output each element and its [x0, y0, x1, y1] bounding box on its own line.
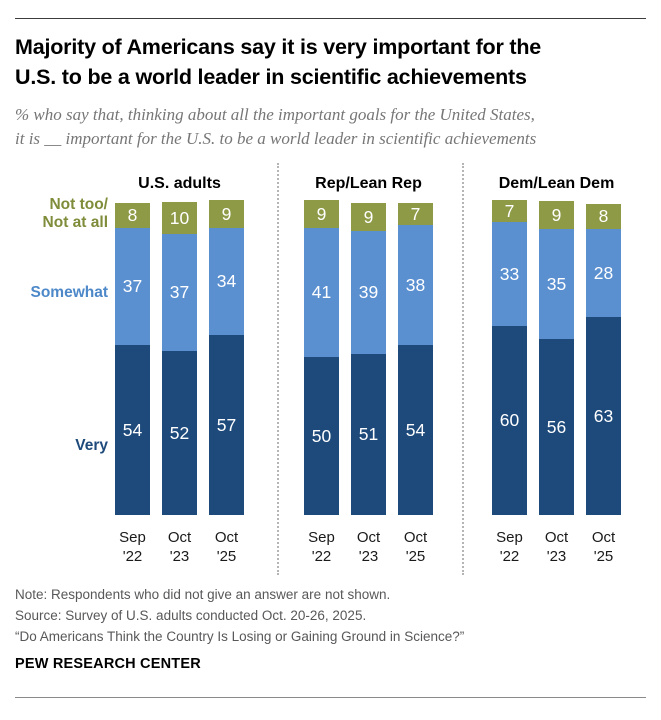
bar-segment: 54 — [115, 345, 150, 515]
bar-segment: 9 — [209, 200, 244, 228]
stacked-bar: 9 35 56 — [539, 201, 574, 515]
x-axis-label-line: '22 — [499, 548, 520, 565]
x-axis-label-line: Sep — [308, 529, 335, 546]
footnotes: Note: Respondents who did not give an an… — [15, 584, 464, 647]
bar-segment: 41 — [304, 228, 339, 357]
stacked-bar: 10 37 52 — [162, 202, 197, 515]
bar-segment: 34 — [209, 228, 244, 335]
bar-segment: 50 — [304, 357, 339, 515]
bar-segment: 8 — [586, 204, 621, 229]
bar-segment: 9 — [304, 200, 339, 228]
x-axis-label: Sep '22 — [103, 528, 162, 566]
x-axis-label-line: Oct — [167, 529, 192, 546]
legend-label-not-too: Not too/ Not at all — [43, 196, 108, 231]
bar-segment: 10 — [162, 202, 197, 234]
bar-segment: 63 — [586, 317, 621, 515]
x-axis-label-line: Oct — [214, 529, 239, 546]
x-axis-label-line: Sep — [119, 529, 146, 546]
x-axis-label: Oct '25 — [386, 528, 445, 566]
group-header: U.S. adults — [138, 175, 221, 192]
chart-area: Not too/ Not at all Somewhat Very U.S. a… — [0, 160, 661, 580]
stacked-bar: 7 38 54 — [398, 203, 433, 515]
stacked-bar: 7 33 60 — [492, 200, 527, 515]
x-axis-label-line: Oct — [591, 529, 616, 546]
x-axis-label-line: '22 — [122, 548, 143, 565]
group-divider-2 — [462, 163, 464, 575]
x-axis-label-line: '23 — [358, 548, 379, 565]
bar-segment: 60 — [492, 326, 527, 515]
stacked-bar: 9 39 51 — [351, 203, 386, 515]
bar-segment: 7 — [492, 200, 527, 222]
bottom-divider-rule — [15, 697, 646, 698]
bar-segment: 56 — [539, 339, 574, 515]
x-axis-label: Oct '25 — [574, 528, 633, 566]
chart-subtitle: % who say that, thinking about all the i… — [15, 103, 660, 151]
bar-segment: 51 — [351, 354, 386, 515]
x-axis-label-line: Oct — [403, 529, 428, 546]
bar-segment: 8 — [115, 203, 150, 228]
bar-segment: 9 — [351, 203, 386, 231]
bar-segment: 37 — [115, 228, 150, 345]
x-axis-label-line: Oct — [356, 529, 381, 546]
x-axis-label: Sep '22 — [480, 528, 539, 566]
stacked-bar: 9 41 50 — [304, 200, 339, 515]
bar-segment: 9 — [539, 201, 574, 229]
source-line: Source: Survey of U.S. adults conducted … — [15, 608, 367, 623]
bar-segment: 35 — [539, 229, 574, 339]
group-header: Rep/Lean Rep — [315, 175, 422, 192]
bar-segment: 37 — [162, 234, 197, 351]
legend-label-very: Very — [75, 437, 108, 454]
x-axis-label-line: '23 — [546, 548, 567, 565]
group-divider-1 — [277, 163, 279, 575]
stacked-bar: 9 34 57 — [209, 200, 244, 515]
subtitle-line-1: % who say that, thinking about all the i… — [15, 105, 535, 124]
bar-segment: 57 — [209, 335, 244, 515]
group-header: Dem/Lean Dem — [498, 175, 615, 192]
subtitle-line-2: it is __ important for the U.S. to be a … — [15, 129, 537, 148]
bar-segment: 28 — [586, 229, 621, 317]
x-axis-label: Oct '23 — [150, 528, 209, 566]
x-axis-label-line: '22 — [311, 548, 332, 565]
bar-segment: 54 — [398, 345, 433, 515]
legend-label-not-too-line1: Not too/ — [49, 196, 108, 213]
report-title-line: “Do Americans Think the Country Is Losin… — [15, 629, 465, 644]
x-axis-label-line: '25 — [405, 548, 426, 565]
bar-segment: 39 — [351, 231, 386, 354]
legend-label-somewhat: Somewhat — [30, 284, 108, 301]
x-axis-label-line: Oct — [544, 529, 569, 546]
x-axis-label-line: '23 — [169, 548, 190, 565]
x-axis-label: Oct '25 — [197, 528, 256, 566]
x-axis-label: Sep '22 — [292, 528, 351, 566]
stacked-bar: 8 37 54 — [115, 203, 150, 515]
title-line-2: U.S. to be a world leader in scientific … — [15, 65, 527, 89]
bar-segment: 33 — [492, 222, 527, 326]
x-axis-label: Oct '23 — [339, 528, 398, 566]
pew-research-center-wordmark: PEW RESEARCH CENTER — [15, 656, 201, 672]
top-divider-rule — [15, 18, 646, 19]
x-axis-label-line: Sep — [496, 529, 523, 546]
x-axis-label: Oct '23 — [527, 528, 586, 566]
bar-segment: 7 — [398, 203, 433, 225]
bar-segment: 38 — [398, 225, 433, 345]
x-axis-label-line: '25 — [216, 548, 237, 565]
legend-label-not-too-line2: Not at all — [42, 213, 108, 231]
bar-segment: 52 — [162, 351, 197, 515]
note-line: Note: Respondents who did not give an an… — [15, 587, 391, 602]
stacked-bar: 8 28 63 — [586, 204, 621, 515]
x-axis-label-line: '25 — [593, 548, 614, 565]
title-line-1: Majority of Americans say it is very imp… — [15, 35, 542, 59]
page-title: Majority of Americans say it is very imp… — [15, 32, 655, 92]
